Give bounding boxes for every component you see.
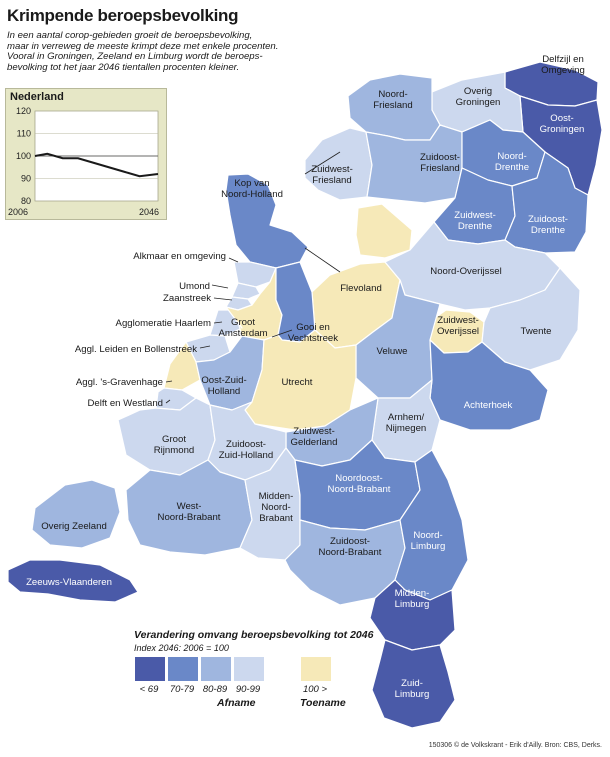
region-overig-zeeland xyxy=(31,479,121,549)
region-label-overig-groningen: Overig Groningen xyxy=(456,86,501,108)
region-zaanstreek xyxy=(231,282,261,300)
inset-ytick-label: 80 xyxy=(21,196,31,206)
region-label-zuidoost-friesland: Zuidoost-Friesland xyxy=(420,152,460,174)
region-label-zuidoost-nb: Zuidoost-Noord-Brabant xyxy=(319,536,382,558)
credit-line: 150306 © de Volkskrant - Erik d'Ailly. B… xyxy=(428,742,602,749)
inset-ytick-label: 110 xyxy=(17,129,31,139)
inset-line-chart: 80 90 100 110 120 2006 2046 xyxy=(8,106,159,217)
legend-swatch xyxy=(134,656,166,682)
region-label-zuidwest-friesland: Zuidwest-Friesland xyxy=(311,164,353,186)
region-label-zuidwest-gelderland: Zuidwest-Gelderland xyxy=(291,426,338,448)
region-label-arnhem: Arnhem/Nijmegen xyxy=(386,412,427,434)
region-midden-limburg xyxy=(369,579,456,651)
legend-group-decline: Afname xyxy=(217,697,256,709)
region-label-achterhoek: Achterhoek xyxy=(464,400,513,411)
map-subtitle: In een aantal corop-gebieden groeit de b… xyxy=(7,30,292,73)
region-label-groot-amsterdam: Groot Amsterdam xyxy=(218,317,267,339)
legend-swatch xyxy=(200,656,232,682)
region-label-zuid-limburg: Zuid-Limburg xyxy=(395,678,430,700)
side-label: Alkmaar en omgeving xyxy=(133,251,226,262)
side-label: Delft en Westland xyxy=(87,398,163,409)
inset-xtick-label: 2006 xyxy=(8,207,28,217)
region-label-utrecht: Utrecht xyxy=(282,377,313,388)
legend-label: < 69 xyxy=(139,684,159,695)
region-zuid-limburg xyxy=(371,639,456,729)
region-label-midden-nb: Midden-Noord-Brabant xyxy=(259,491,294,524)
inset-ytick-label: 90 xyxy=(21,174,31,184)
region-label-noord-friesland: Noord-Friesland xyxy=(373,89,412,111)
subtitle-line: maar in verreweg de meeste krimpt deze m… xyxy=(7,40,279,52)
region-label-gooi: Gooi en Vechtstreek xyxy=(288,322,338,344)
region-kop-nh xyxy=(225,173,309,269)
legend-label: 90-99 xyxy=(235,684,261,695)
region-flevoland-n xyxy=(355,203,413,259)
region-label-delfzijl: Delfzijl en Omgeving xyxy=(541,54,585,76)
region-veluwe xyxy=(355,279,441,399)
region-label-zuidoost-zh: Zuidoost-Zuid-Holland xyxy=(219,439,273,461)
region-label-zuidoost-drenthe: Zuidoost-Drenthe xyxy=(528,214,568,236)
region-label-twente: Twente xyxy=(521,326,552,337)
legend-swatch xyxy=(300,656,332,682)
region-label-noord-drenthe: Noord-Drenthe xyxy=(495,151,529,173)
region-label-zuidwest-drenthe: Zuidwest-Drenthe xyxy=(454,210,496,232)
region-label-noord-overijssel: Noord-Overijssel xyxy=(430,266,501,277)
map-title: Krimpende beroepsbevolking xyxy=(7,6,239,25)
side-label: Agglomeratie Haarlem xyxy=(116,318,211,329)
side-label: Zaanstreek xyxy=(163,293,211,304)
region-label-veluwe: Veluwe xyxy=(377,346,408,357)
side-label: Aggl. Leiden en Bollenstreek xyxy=(75,344,197,355)
region-label-groot-rijnmond: Groot Rijnmond xyxy=(154,434,195,456)
legend-group-growth: Toename xyxy=(300,697,346,709)
inset-series-line xyxy=(34,152,159,178)
legend-title: Verandering omvang beroepsbevolking tot … xyxy=(134,629,374,641)
legend-label: 70-79 xyxy=(169,684,195,695)
region-label-zeeuws-vlaanderen: Zeeuws-Vlaanderen xyxy=(26,577,112,588)
region-label-flevoland: Flevoland xyxy=(340,283,382,294)
region-label-kop-nh: Kop van Noord-Holland xyxy=(221,178,283,200)
region-label-oost-zh: Oost-Zuid-Holland xyxy=(201,375,246,397)
region-label-west-nb: West-Noord-Brabant xyxy=(158,501,221,523)
side-label: Umond xyxy=(179,281,210,292)
inset-title: Nederland xyxy=(10,91,64,103)
inset-xtick-label: 2046 xyxy=(139,207,159,217)
region-label-noordoost-nb: Noordoost-Noord-Brabant xyxy=(328,473,391,495)
legend-swatch xyxy=(233,656,265,682)
region-label-zuidwest-overijssel: Zuidwest-Overijssel xyxy=(437,315,479,337)
subtitle-line: bevolking tot het jaar 2046 tientallen p… xyxy=(7,61,240,73)
region-label-noord-limburg: Noord-Limburg xyxy=(411,530,446,552)
region-achterhoek xyxy=(429,339,549,431)
legend-label: 100 > xyxy=(302,684,328,695)
inset-ytick-label: 100 xyxy=(16,151,31,161)
inset-chart: Nederland 80 90 100 110 120 2006 2046 xyxy=(5,88,167,220)
region-label-oost-groningen: Oost-Groningen xyxy=(540,113,585,135)
side-label: Aggl. 's-Gravenhage xyxy=(76,377,163,388)
subtitle-line: In een aantal corop-gebieden groeit de b… xyxy=(7,30,253,41)
region-label-overig-zeeland: Overig Zeeland xyxy=(41,521,107,532)
subtitle-line: Vooral in Groningen, Zeeland en Limburg … xyxy=(7,51,263,63)
region-zeeuws-vlaanderen xyxy=(7,559,139,603)
region-label-midden-limburg: Midden-Limburg xyxy=(395,588,430,610)
legend-label: 80-89 xyxy=(202,684,228,695)
inset-ytick-label: 120 xyxy=(16,106,31,116)
legend-swatch xyxy=(167,656,199,682)
legend-subtitle: Index 2046: 2006 = 100 xyxy=(134,643,229,653)
